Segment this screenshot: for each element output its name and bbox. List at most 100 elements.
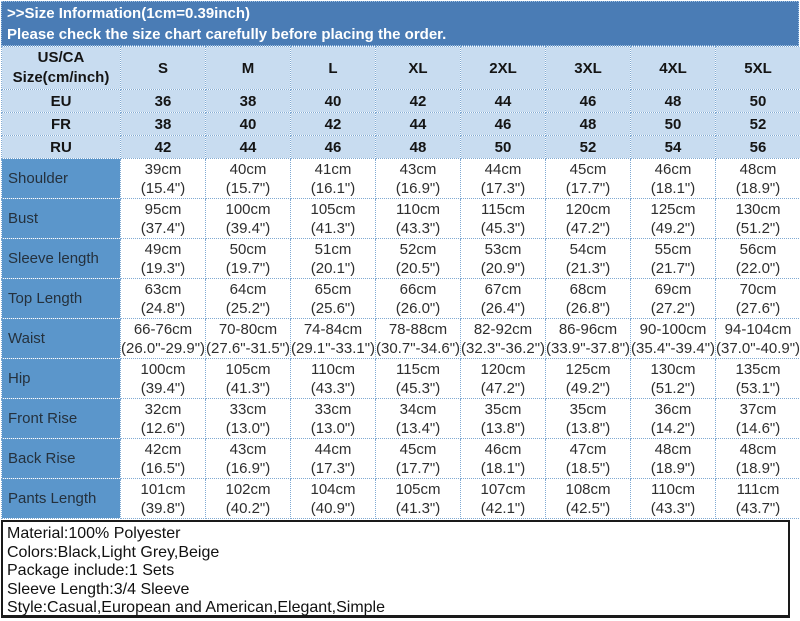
- value-inch: (16.1"): [291, 179, 375, 198]
- size-col-header: M: [206, 47, 291, 90]
- region-value: 36: [121, 90, 206, 113]
- measurement-value: 35cm(13.8"): [461, 399, 546, 439]
- value-inch: (47.2"): [546, 219, 630, 238]
- value-cm: 66cm: [376, 280, 460, 299]
- value-cm: 36cm: [631, 400, 715, 419]
- value-cm: 69cm: [631, 280, 715, 299]
- value-inch: (51.2"): [716, 219, 800, 238]
- value-inch: (47.2"): [461, 379, 545, 398]
- value-inch: (16.5"): [121, 459, 205, 478]
- region-value: 50: [631, 113, 716, 136]
- value-cm: 41cm: [291, 160, 375, 179]
- value-cm: 107cm: [461, 480, 545, 499]
- value-inch: (13.8"): [546, 419, 630, 438]
- value-cm: 50cm: [206, 240, 290, 259]
- value-inch: (35.4"-39.4"): [631, 339, 715, 358]
- measurement-value: 130cm(51.2"): [631, 359, 716, 399]
- value-cm: 67cm: [461, 280, 545, 299]
- value-cm: 37cm: [716, 400, 800, 419]
- region-value: 52: [716, 113, 800, 136]
- value-cm: 104cm: [291, 480, 375, 499]
- value-cm: 33cm: [206, 400, 290, 419]
- value-inch: (30.7"-34.6"): [376, 339, 460, 358]
- value-inch: (45.3"): [376, 379, 460, 398]
- value-inch: (27.6"): [716, 299, 800, 318]
- value-inch: (19.3"): [121, 259, 205, 278]
- measurement-value: 32cm(12.6"): [121, 399, 206, 439]
- value-inch: (43.3"): [376, 219, 460, 238]
- measurement-value: 42cm(16.5"): [121, 439, 206, 479]
- value-cm: 110cm: [631, 480, 715, 499]
- value-cm: 48cm: [716, 160, 800, 179]
- value-cm: 43cm: [206, 440, 290, 459]
- region-value: 50: [461, 136, 546, 159]
- corner-header-line: US/CA: [2, 48, 120, 68]
- measurement-value: 54cm(21.3"): [546, 239, 631, 279]
- value-cm: 66-76cm: [121, 320, 205, 339]
- value-cm: 40cm: [206, 160, 290, 179]
- value-inch: (43.3"): [631, 499, 715, 518]
- value-cm: 105cm: [206, 360, 290, 379]
- value-cm: 48cm: [631, 440, 715, 459]
- value-inch: (17.7"): [376, 459, 460, 478]
- value-inch: (37.0"-40.9"): [716, 339, 800, 358]
- measurement-value: 43cm(16.9"): [376, 159, 461, 199]
- value-cm: 46cm: [461, 440, 545, 459]
- value-cm: 74-84cm: [291, 320, 375, 339]
- measurement-value: 48cm(18.9"): [716, 439, 800, 479]
- measurement-value: 70cm(27.6"): [716, 279, 800, 319]
- size-col-header: 5XL: [716, 47, 800, 90]
- value-cm: 94-104cm: [716, 320, 800, 339]
- product-detail-line: Style:Casual,European and American,Elega…: [7, 599, 784, 618]
- value-cm: 130cm: [716, 200, 800, 219]
- region-value: 42: [121, 136, 206, 159]
- value-inch: (18.1"): [631, 179, 715, 198]
- measurement-value: 49cm(19.3"): [121, 239, 206, 279]
- measurement-label: Pants Length: [2, 479, 121, 519]
- value-cm: 44cm: [461, 160, 545, 179]
- value-inch: (13.4"): [376, 419, 460, 438]
- value-cm: 53cm: [461, 240, 545, 259]
- value-cm: 35cm: [461, 400, 545, 419]
- value-inch: (16.9"): [206, 459, 290, 478]
- value-cm: 102cm: [206, 480, 290, 499]
- value-inch: (45.3"): [461, 219, 545, 238]
- measurement-value: 120cm(47.2"): [461, 359, 546, 399]
- value-inch: (20.5"): [376, 259, 460, 278]
- region-value: 52: [546, 136, 631, 159]
- value-cm: 68cm: [546, 280, 630, 299]
- size-col-header: XL: [376, 47, 461, 90]
- value-inch: (18.9"): [716, 459, 800, 478]
- value-cm: 52cm: [376, 240, 460, 259]
- measurement-value: 33cm(13.0"): [291, 399, 376, 439]
- value-cm: 42cm: [121, 440, 205, 459]
- measurement-value: 66cm(26.0"): [376, 279, 461, 319]
- measurement-value: 130cm(51.2"): [716, 199, 800, 239]
- value-cm: 56cm: [716, 240, 800, 259]
- value-inch: (39.4"): [121, 379, 205, 398]
- measurement-value: 63cm(24.8"): [121, 279, 206, 319]
- value-cm: 115cm: [461, 200, 545, 219]
- measurement-value: 101cm(39.8"): [121, 479, 206, 519]
- size-col-header: S: [121, 47, 206, 90]
- value-cm: 65cm: [291, 280, 375, 299]
- value-inch: (24.8"): [121, 299, 205, 318]
- measurement-value: 107cm(42.1"): [461, 479, 546, 519]
- value-inch: (40.9"): [291, 499, 375, 518]
- value-inch: (20.9"): [461, 259, 545, 278]
- value-cm: 135cm: [716, 360, 800, 379]
- region-value: 42: [376, 90, 461, 113]
- value-inch: (17.3"): [291, 459, 375, 478]
- measurement-label: Top Length: [2, 279, 121, 319]
- value-inch: (25.6"): [291, 299, 375, 318]
- banner-title: >>Size Information(1cm=0.39inch): [7, 3, 798, 24]
- measurement-value: 90-100cm(35.4"-39.4"): [631, 319, 716, 359]
- value-cm: 100cm: [206, 200, 290, 219]
- region-value: 44: [376, 113, 461, 136]
- value-cm: 125cm: [631, 200, 715, 219]
- measurement-value: 110cm(43.3"): [376, 199, 461, 239]
